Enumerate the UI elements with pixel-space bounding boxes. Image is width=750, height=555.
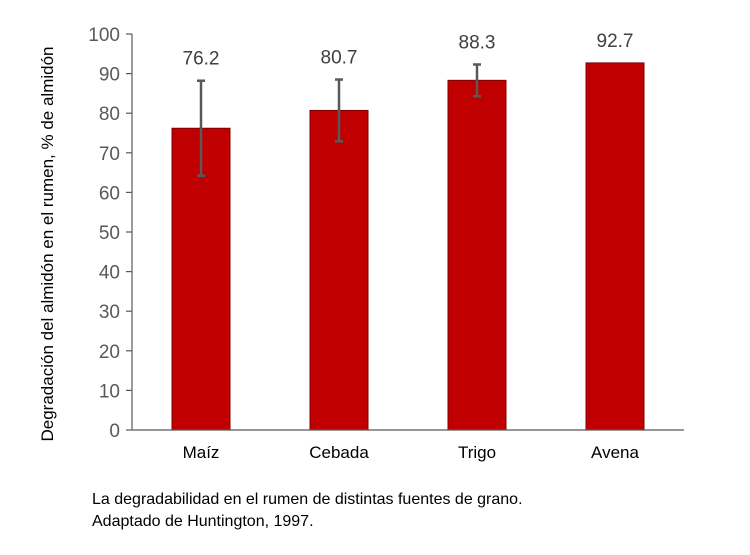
bars [171, 62, 645, 431]
bar-maíz [171, 127, 231, 431]
data-label: 92.7 [597, 31, 634, 52]
y-tick-label: 100 [88, 25, 120, 46]
error-bar [197, 79, 205, 178]
data-labels: 76.2 80.7 88.3 92.7 [183, 31, 634, 70]
x-tick-label: Trigo [458, 443, 496, 462]
x-tick-label: Cebada [309, 443, 369, 462]
data-label: 76.2 [183, 49, 220, 70]
x-tick-label: Maíz [183, 443, 220, 462]
y-axis-label: Degradación del almidón en el rumen, % d… [38, 46, 57, 441]
x-axis: Maíz Cebada Trigo Avena [132, 429, 684, 462]
bar-cebada [309, 109, 369, 431]
y-tick-label: 20 [99, 342, 120, 363]
y-tick-label: 40 [99, 263, 120, 284]
y-tick-label: 70 [99, 144, 120, 165]
y-axis: 0 10 20 30 40 50 60 70 80 90 100 [88, 25, 133, 442]
error-bars [197, 63, 481, 178]
caption-line-1: La degradabilidad en el rumen de distint… [92, 491, 523, 508]
y-tick-label: 30 [99, 302, 120, 323]
x-tick-label: Avena [591, 443, 639, 462]
error-bar [335, 78, 343, 143]
y-tick-label: 80 [99, 104, 120, 125]
y-tick-label: 10 [99, 381, 120, 402]
y-tick-label: 0 [109, 421, 120, 442]
y-tick-label: 60 [99, 183, 120, 204]
bar-avena [585, 62, 645, 431]
data-label: 80.7 [321, 48, 358, 69]
y-tick-label: 50 [99, 223, 120, 244]
bar-trigo [447, 79, 507, 431]
data-label: 88.3 [459, 32, 496, 53]
figure-caption: La degradabilidad en el rumen de distint… [92, 489, 523, 533]
y-tick-label: 90 [99, 65, 120, 86]
caption-line-2: Adaptado de Huntington, 1997. [92, 513, 314, 530]
error-bar [473, 63, 481, 98]
